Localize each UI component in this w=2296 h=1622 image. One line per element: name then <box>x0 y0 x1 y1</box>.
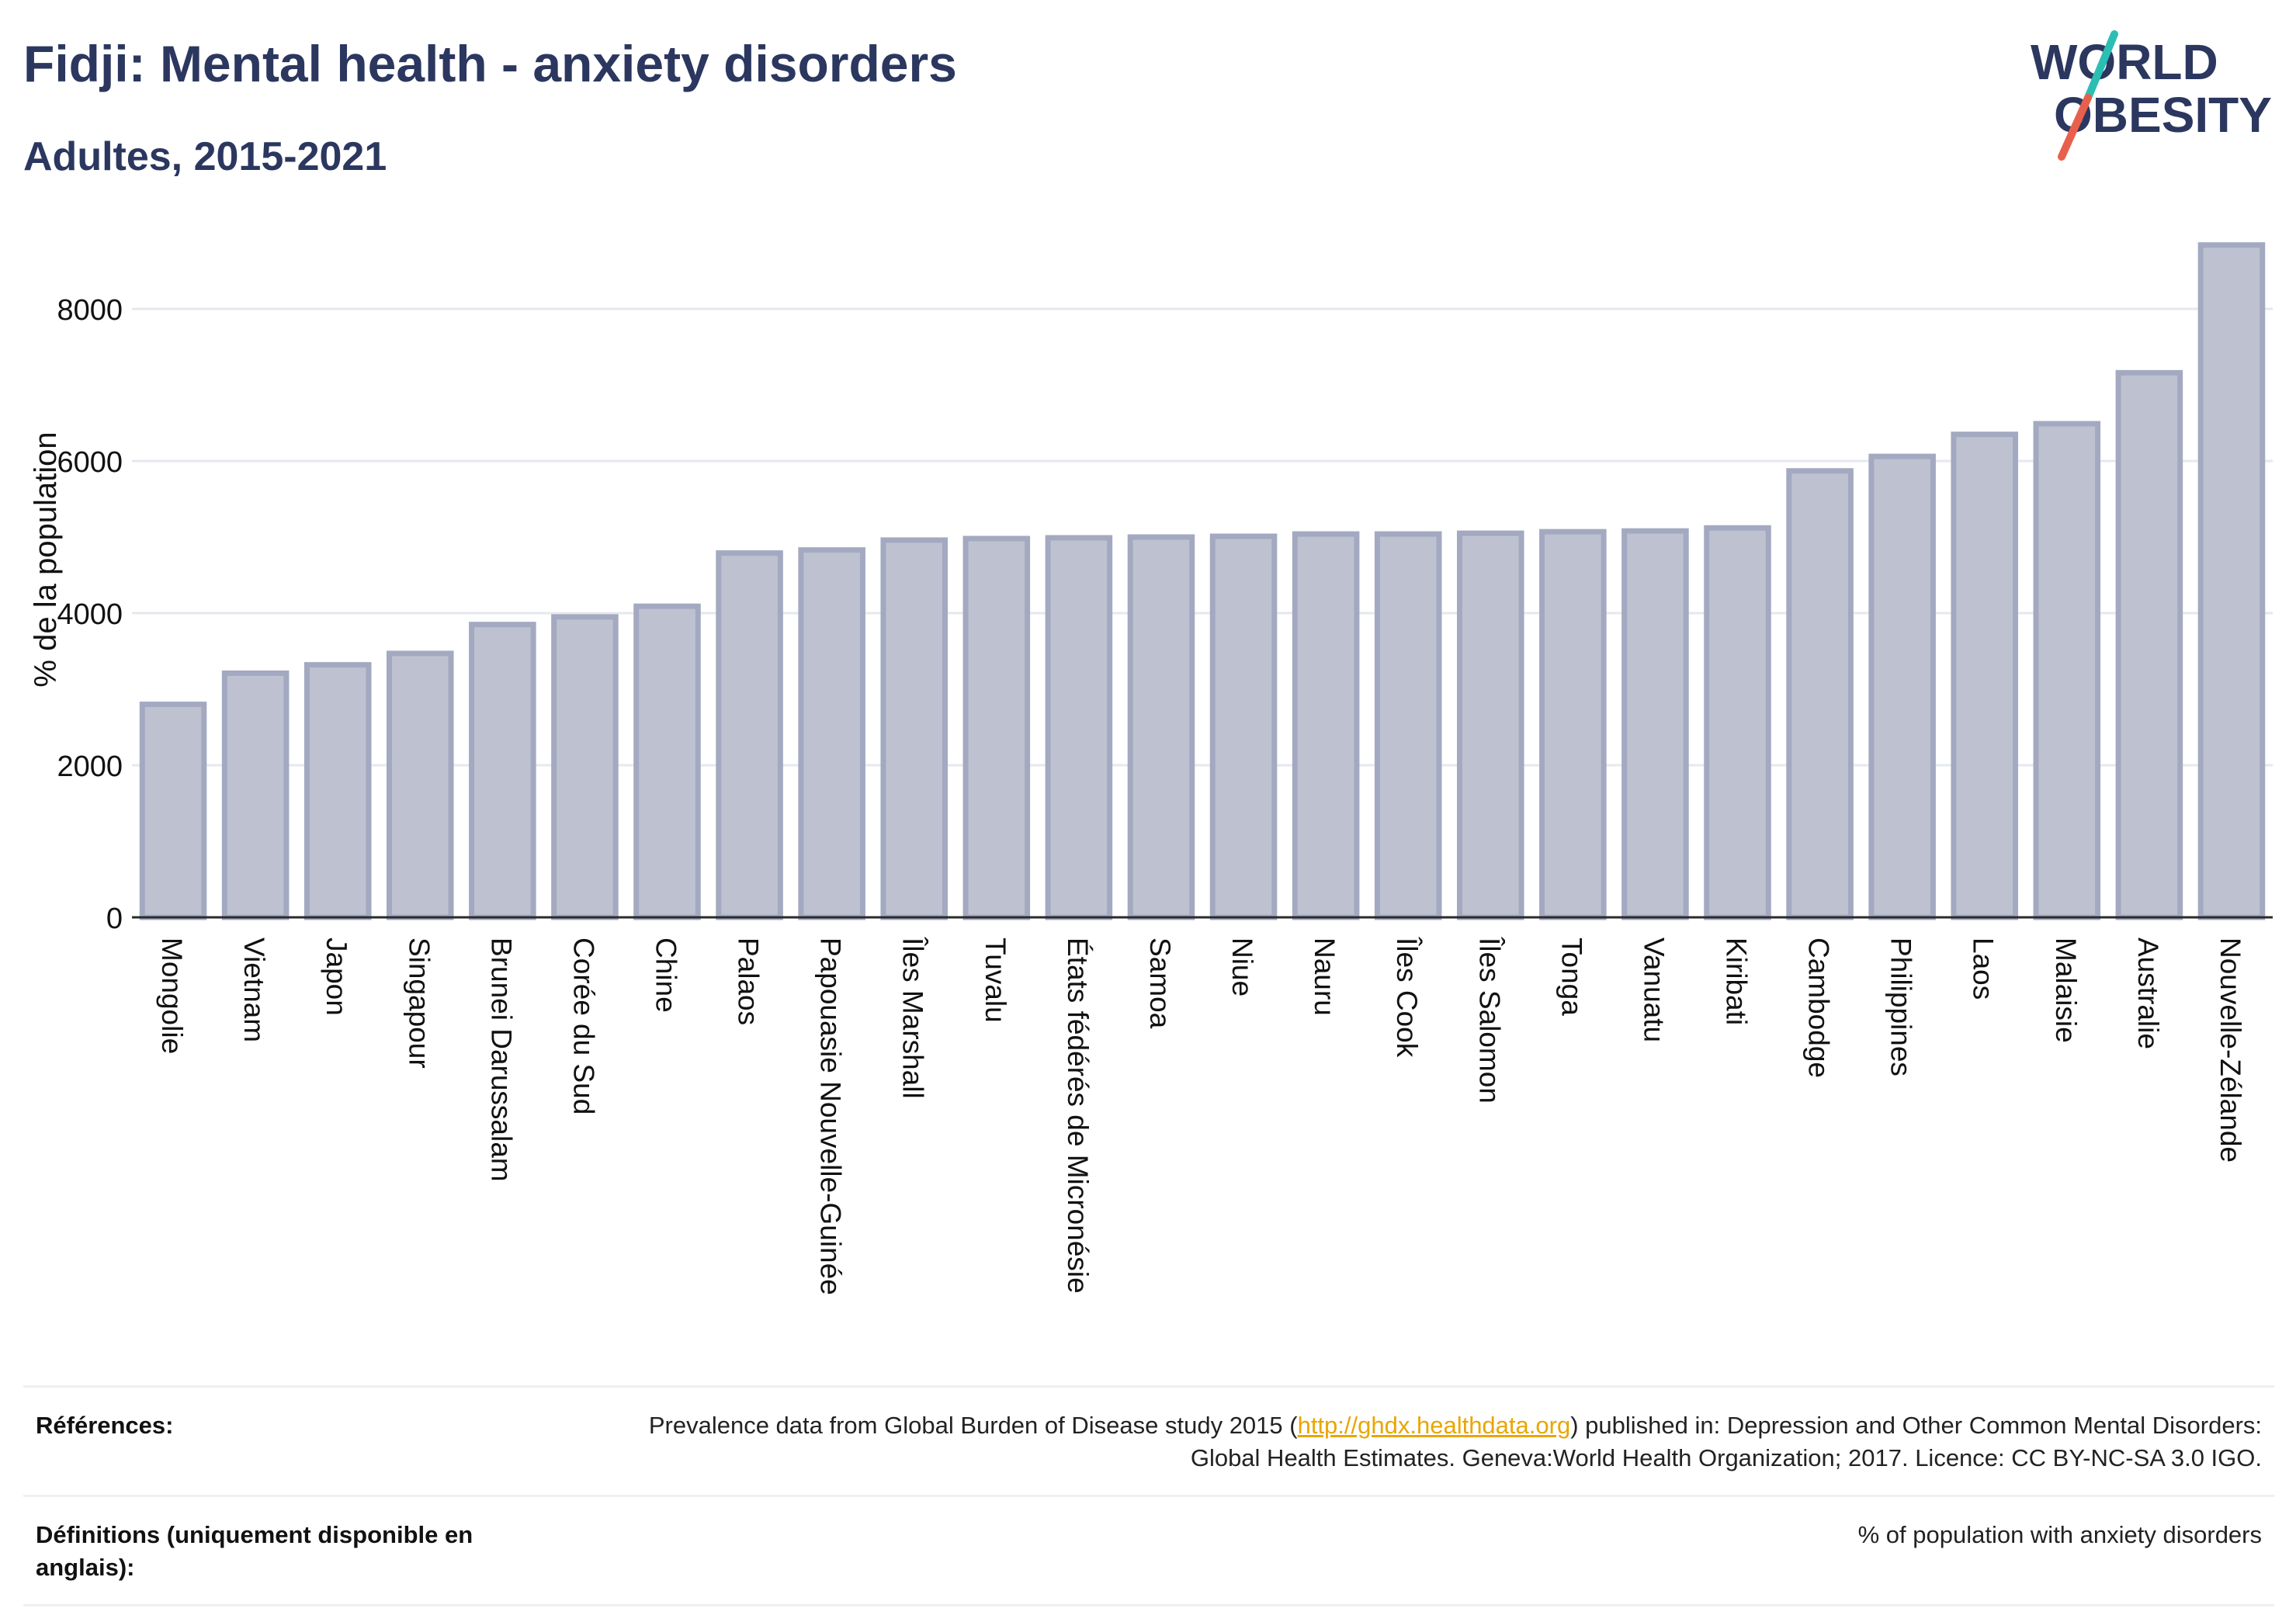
definitions-text: % of population with anxiety disorders <box>1857 1521 2262 1548</box>
references-row: Références: Prevalence data from Global … <box>23 1388 2274 1497</box>
bar <box>1786 468 1854 920</box>
y-axis-label: % de la population <box>29 431 63 687</box>
bar <box>469 622 536 920</box>
y-tick-label: 8000 <box>57 294 123 327</box>
x-tick-label: Tonga <box>1556 938 1587 1016</box>
references-label: Références: <box>36 1412 174 1439</box>
x-tick-label: Malaisie <box>2050 938 2082 1043</box>
bar <box>798 547 865 920</box>
bar <box>1374 531 1442 920</box>
references-table: Références: Prevalence data from Global … <box>23 1385 2274 1606</box>
x-tick-label: Îles Cook <box>1391 937 1423 1058</box>
x-tick-label: Corée du Sud <box>567 938 599 1114</box>
bar <box>716 550 783 920</box>
world-obesity-logo: WORLD OBESITY <box>2031 30 2272 161</box>
bar-chart: 0 2000 4000 6000 8000 Mongolie Vietnam Japon Si… <box>29 242 2273 1295</box>
x-tick-label: Laos <box>1968 938 1999 1000</box>
bar <box>1127 534 1195 920</box>
x-tick-label: Japon <box>321 938 352 1016</box>
x-tick-label: Tuvalu <box>980 938 1011 1023</box>
bar <box>1951 431 2019 920</box>
x-tick-label: Philippines <box>1885 938 1917 1076</box>
bar <box>139 702 207 920</box>
references-text: Prevalence data from Global Burden of Di… <box>593 1409 2274 1475</box>
logo-slash-teal <box>2084 30 2118 102</box>
bar <box>633 603 701 920</box>
chart-title: Fidji: Mental health - anxiety disorders <box>23 35 957 92</box>
definitions-label: Définitions (uniquement disponible en an… <box>36 1521 473 1581</box>
y-tick-label: 4000 <box>57 598 123 631</box>
bar <box>1621 528 1689 920</box>
x-axis-ticks: Mongolie Vietnam Japon Singapour Brunei Daru… <box>156 937 2246 1295</box>
bar <box>962 535 1031 920</box>
bar <box>221 670 290 920</box>
references-text-after: ) published in: Depression and Other Com… <box>1190 1412 2262 1471</box>
bar <box>1292 531 1360 920</box>
bar <box>880 537 949 920</box>
bar <box>2033 421 2101 920</box>
chart-subtitle: Adultes, 2015-2021 <box>23 134 387 179</box>
x-tick-label: Nouvelle-Zélande <box>2214 938 2246 1163</box>
x-tick-label: Singapour <box>403 938 435 1069</box>
x-tick-label: Vanuatu <box>1638 938 1670 1042</box>
bars <box>139 242 2266 920</box>
x-tick-label: Palaos <box>733 938 765 1025</box>
y-axis-ticks: 0 2000 4000 6000 8000 <box>57 294 123 935</box>
bar <box>551 614 619 920</box>
x-tick-label: Mongolie <box>156 938 188 1054</box>
definitions-row: Définitions (uniquement disponible en an… <box>23 1497 2274 1606</box>
x-tick-label: Niue <box>1226 938 1258 996</box>
bar <box>2115 369 2183 920</box>
x-tick-label: Cambodge <box>1803 938 1835 1078</box>
y-tick-label: 2000 <box>57 750 123 783</box>
references-link[interactable]: http://ghdx.healthdata.org <box>1297 1412 1571 1439</box>
y-tick-label: 0 <box>106 903 123 935</box>
bar <box>303 662 372 920</box>
bar <box>2197 242 2266 920</box>
x-tick-label: Papouasie Nouvelle-Guinée <box>815 938 847 1295</box>
y-tick-label: 6000 <box>57 446 123 479</box>
x-tick-label: Nauru <box>1309 938 1340 1016</box>
bar <box>1209 533 1278 920</box>
bar <box>386 650 454 920</box>
bar <box>1868 453 1936 920</box>
x-tick-label: Kiribati <box>1721 938 1753 1025</box>
bar <box>1539 529 1607 920</box>
references-text-before: Prevalence data from Global Burden of Di… <box>648 1412 1298 1439</box>
x-tick-label: Chine <box>650 938 682 1013</box>
bar <box>1456 530 1524 920</box>
x-tick-label: Îles Salomon <box>1473 937 1505 1104</box>
bar <box>1045 535 1113 920</box>
logo-line-world: WORLD <box>2031 34 2218 90</box>
x-tick-label: Îles Marshall <box>897 937 929 1099</box>
x-tick-label: Vietnam <box>238 938 270 1042</box>
x-tick-label: États fédérés de Micronésie <box>1062 938 1094 1294</box>
x-tick-label: Australie <box>2132 938 2164 1049</box>
x-tick-label: Samoa <box>1144 938 1176 1029</box>
bar <box>1704 525 1771 920</box>
logo-slash-coral <box>2058 94 2092 161</box>
x-tick-label: Brunei Darussalam <box>485 938 517 1182</box>
